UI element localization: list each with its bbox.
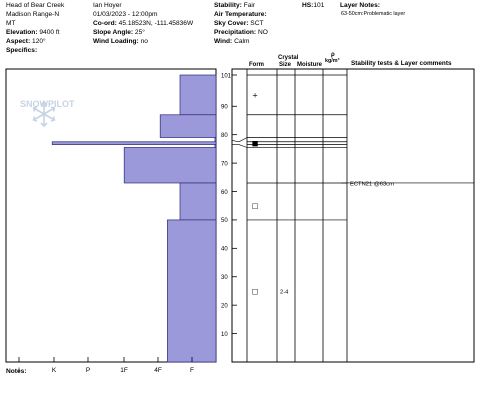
layer-connector: [232, 144, 248, 148]
snowflake-icon: [32, 100, 56, 128]
stability-value: Fair: [243, 2, 256, 9]
hardness-tick-label: F: [190, 367, 194, 374]
height-axis: 101 90 80 70 60 50 40 30 20 10: [221, 73, 237, 338]
precipitation-value: NO: [257, 29, 268, 36]
moisture-header: Moisture: [297, 62, 323, 68]
hardness-layer-bar: [159, 114, 217, 138]
layer-notes-label: Layer Notes:: [340, 2, 380, 9]
aspect-label: Aspect:: [6, 38, 31, 45]
slope-angle-field: Slope Angle: 25°: [93, 29, 145, 37]
height-tick-label: 101: [221, 73, 232, 79]
stability-tests-header: Stability tests & Layer comments: [351, 60, 452, 67]
coord-field: Co-ord: 45.18523N, -111.45836W: [93, 20, 194, 28]
hardness-axis: I K P 1F 4F F: [18, 357, 194, 374]
size-header: Size: [279, 62, 292, 68]
slope-angle-label: Slope Angle:: [93, 29, 134, 36]
location-name: Head of Bear Creek: [6, 2, 65, 9]
hardness-layer-bar: [179, 74, 217, 116]
wind-loading-field: Wind Loading: no: [93, 38, 148, 46]
precipitation-field: Precipitation: NO: [214, 29, 268, 37]
height-tick-label: 10: [221, 332, 228, 338]
layer-boundaries: [231, 74, 347, 221]
crystal-form-symbol: □: [252, 287, 259, 295]
layer-connector: [231, 137, 248, 143]
precipitation-label: Precipitation:: [214, 29, 257, 36]
sky-cover-label: Sky Cover:: [214, 20, 249, 27]
elevation-label: Elevation:: [6, 29, 38, 36]
crystal-form-symbol: +: [252, 91, 258, 99]
height-tick-label: 40: [221, 247, 228, 253]
density-rho-header: ρ: [331, 52, 335, 58]
wind-loading-value: no: [140, 38, 148, 45]
observer-name: Ian Hoyer: [93, 2, 122, 9]
height-tick-label: 50: [221, 218, 228, 224]
sky-cover-value: SCT: [250, 20, 264, 27]
aspect-field: Aspect: 120°: [6, 38, 46, 46]
hs-field: HS:101: [302, 2, 325, 10]
elevation-value: 9400 ft: [39, 29, 60, 36]
crystal-form-symbol: ■: [252, 140, 259, 148]
coord-value: 45.18523N, -111.45836W: [118, 20, 194, 27]
observation-datetime: 01/03/2023 - 12:00pm: [93, 11, 158, 18]
height-tick-label: 20: [221, 303, 228, 309]
elevation-field: Elevation: 9400 ft: [6, 29, 60, 37]
height-tick-label: 90: [221, 105, 228, 111]
hs-label: HS:: [302, 2, 314, 9]
layer-grid-frame: [231, 68, 475, 363]
hardness-layer-bar: [51, 141, 217, 145]
coord-label: Co-ord:: [93, 20, 117, 27]
hardness-layer-bar: [179, 182, 217, 221]
slope-angle-value: 25°: [134, 29, 145, 36]
wind-field: Wind: Calm: [214, 38, 250, 46]
hardness-tick-label: P: [86, 367, 90, 374]
hardness-tick-label: 4F: [154, 367, 162, 374]
height-tick-label: 60: [221, 190, 228, 196]
specifics-label: Specifics:: [6, 47, 38, 54]
sky-cover-field: Sky Cover: SCT: [214, 20, 264, 28]
hs-value: 101: [313, 2, 325, 9]
wind-loading-label: Wind Loading:: [93, 38, 139, 45]
wind-label: Wind:: [214, 38, 233, 45]
height-tick-label: 80: [221, 133, 228, 139]
form-header: Form: [249, 62, 264, 68]
density-unit-header: kg/m³: [325, 58, 340, 64]
wind-value: Calm: [234, 38, 250, 45]
stability-test-label: ECTN21 @63cm: [350, 181, 394, 187]
crystal-size-value: 2-4: [280, 289, 289, 295]
crystal-form-symbol: □: [252, 202, 259, 210]
location-range: Madison Range-N: [6, 11, 60, 18]
hardness-layer-bar: [214, 137, 217, 143]
stability-label: Stability:: [214, 2, 242, 9]
air-temperature-label: Air Temperature:: [214, 11, 267, 18]
watermark-text: SNOWPILOT: [20, 99, 75, 109]
stability-field: Stability: Fair: [214, 2, 256, 10]
aspect-value: 120°: [32, 38, 46, 45]
layer-notes-text: 63-50cm:Problematic layer: [341, 11, 406, 17]
height-tick-label: 30: [221, 275, 228, 281]
hardness-tick-label: 1F: [120, 367, 128, 374]
hardness-layer-bar: [123, 147, 217, 184]
crystal-header: Crystal: [278, 55, 299, 61]
stability-markers: ECTN21 @63cm: [341, 181, 474, 187]
hardness-layer-bar: [167, 219, 217, 363]
notes-label: Notes:: [6, 368, 27, 375]
hardness-tick-label: K: [52, 367, 57, 374]
crystal-symbols: + ■ □ □ 2-4: [252, 91, 289, 295]
hardness-layer-bar: [214, 144, 217, 148]
hardness-layers: [51, 74, 217, 363]
location-state: MT: [6, 20, 16, 27]
height-tick-label: 70: [221, 161, 228, 167]
hardness-tick-label: I: [18, 367, 20, 374]
